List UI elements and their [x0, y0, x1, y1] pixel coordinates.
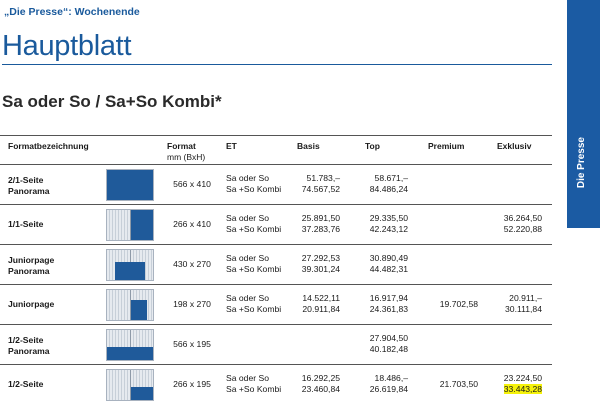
row-exklusiv-price: 36.264,50 52.220,88 — [503, 213, 542, 234]
col-header-format-label: Format — [167, 141, 196, 151]
format-thumbnail — [106, 169, 154, 201]
table-row: 1/2-Seite Panorama 566 x 195 27.904,50 40.… — [0, 325, 552, 365]
publication-kicker: „Die Presse“: Wochenende — [4, 6, 140, 18]
row-format-name: 2/1-Seite Panorama — [8, 175, 50, 196]
table-row: Juniorpage 198 x 270 Sa oder So Sa +So Ko… — [0, 285, 552, 325]
title-divider — [2, 64, 552, 65]
format-thumbnail — [106, 369, 154, 401]
row-exklusiv-price: 20.911,– 30.111,84 — [505, 293, 542, 314]
format-thumbnail — [106, 209, 154, 241]
table-row: 2/1-Seite Panorama 566 x 410 Sa oder So Sa… — [0, 165, 552, 205]
row-exklusiv-price: 23.224,50 33.443,28 — [503, 373, 542, 394]
row-format-name: Juniorpage Panorama — [8, 255, 55, 276]
row-format-name: 1/2-Seite Panorama — [8, 335, 50, 356]
row-basis-price: 51.783,– 74.567,52 — [301, 173, 340, 194]
row-format-size: 430 x 270 — [173, 259, 211, 269]
col-header-exklusiv: Exklusiv — [497, 141, 532, 151]
col-header-format-sub: mm (BxH) — [167, 152, 206, 162]
price-table: Formatbezeichnung Format mm (BxH) ET Basi… — [0, 135, 552, 404]
row-top-price: 16.917,94 24.361,83 — [369, 293, 408, 314]
row-format-size: 266 x 410 — [173, 219, 211, 229]
col-header-format: Format mm (BxH) — [167, 141, 205, 163]
row-premium-price: 21.703,50 — [439, 379, 478, 389]
row-basis-price: 14.522,11 20.911,84 — [302, 293, 340, 314]
row-format-size: 266 x 195 — [173, 379, 211, 389]
row-et: Sa oder So Sa +So Kombi — [226, 213, 282, 234]
table-row: 1/1-Seite 266 x 410 Sa oder So Sa +So Kom… — [0, 205, 552, 245]
col-header-et: ET — [226, 141, 237, 151]
format-thumbnail — [106, 249, 154, 281]
row-et: Sa oder So Sa +So Kombi — [226, 373, 282, 394]
row-premium-price: 19.702,58 — [439, 299, 478, 309]
table-row: 1/2-Seite 266 x 195 Sa oder So Sa +So Kom… — [0, 365, 552, 404]
section-subtitle: Sa oder So / Sa+So Kombi* — [2, 92, 222, 111]
format-thumbnail — [106, 289, 154, 321]
row-top-price: 18.486,– 26.619,84 — [369, 373, 408, 394]
row-et: Sa oder So Sa +So Kombi — [226, 293, 282, 314]
row-top-price: 30.890,49 44.482,31 — [369, 253, 408, 274]
row-basis-price: 16.292,25 23.460,84 — [301, 373, 340, 394]
format-thumbnail — [106, 329, 154, 361]
side-tab: Die Presse — [567, 0, 600, 228]
col-header-name: Formatbezeichnung — [8, 141, 89, 151]
row-et: Sa oder So Sa +So Kombi — [226, 253, 282, 274]
row-format-size: 566 x 410 — [173, 179, 211, 189]
row-format-size: 566 x 195 — [173, 339, 211, 349]
row-et: Sa oder So Sa +So Kombi — [226, 173, 282, 194]
row-format-name: 1/1-Seite — [8, 219, 44, 229]
row-basis-price: 25.891,50 37.283,76 — [301, 213, 340, 234]
page-title: Hauptblatt — [2, 30, 132, 62]
row-format-name: Juniorpage — [8, 299, 55, 309]
col-header-premium: Premium — [428, 141, 465, 151]
highlighted-price: 33.443,28 — [503, 384, 542, 394]
row-top-price: 29.335,50 42.243,12 — [369, 213, 408, 234]
row-format-name: 1/2-Seite — [8, 379, 44, 389]
col-header-top: Top — [365, 141, 380, 151]
row-basis-price: 27.292,53 39.301,24 — [301, 253, 340, 274]
col-header-basis: Basis — [297, 141, 320, 151]
row-format-size: 198 x 270 — [173, 299, 211, 309]
row-top-price: 58.671,– 84.486,24 — [369, 173, 408, 194]
table-row: Juniorpage Panorama 430 x 270 Sa oder So S… — [0, 245, 552, 285]
side-tab-label: Die Presse — [576, 136, 587, 188]
table-header: Formatbezeichnung Format mm (BxH) ET Basi… — [0, 135, 552, 165]
row-top-price: 27.904,50 40.182,48 — [369, 333, 408, 354]
